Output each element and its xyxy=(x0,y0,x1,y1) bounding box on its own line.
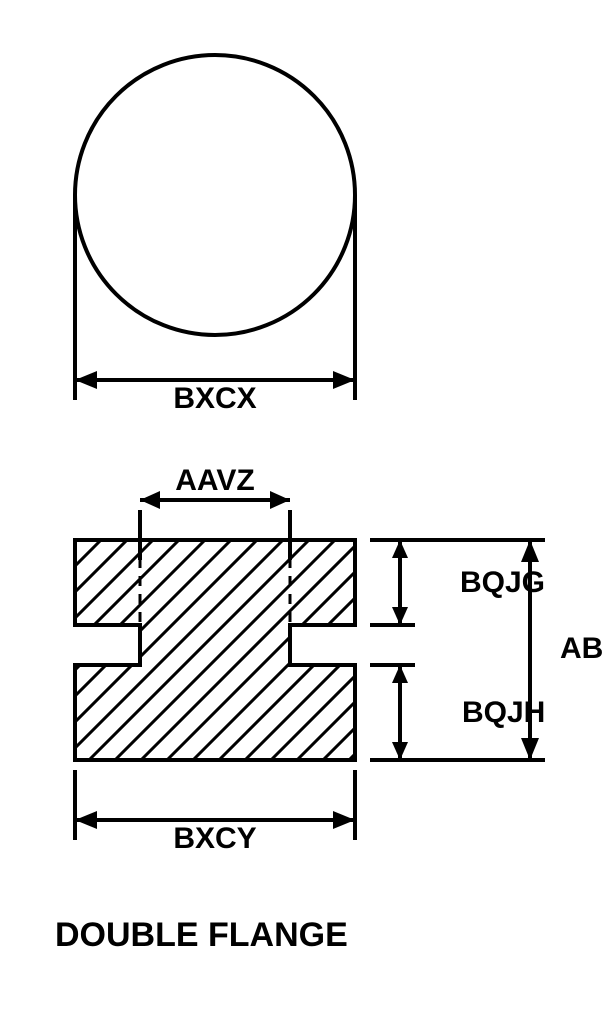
drawing-title: DOUBLE FLANGE xyxy=(55,916,348,955)
svg-text:BXCY: BXCY xyxy=(173,822,256,855)
svg-text:AAVZ: AAVZ xyxy=(175,464,254,497)
technical-drawing: BXCX AAVZ BXCY ABKW BQJG BQJH xyxy=(0,0,603,1020)
svg-text:BQJH: BQJH xyxy=(462,696,545,729)
svg-text:BQJG: BQJG xyxy=(460,566,545,599)
svg-text:BXCX: BXCX xyxy=(173,382,256,415)
svg-text:ABKW: ABKW xyxy=(560,632,603,665)
